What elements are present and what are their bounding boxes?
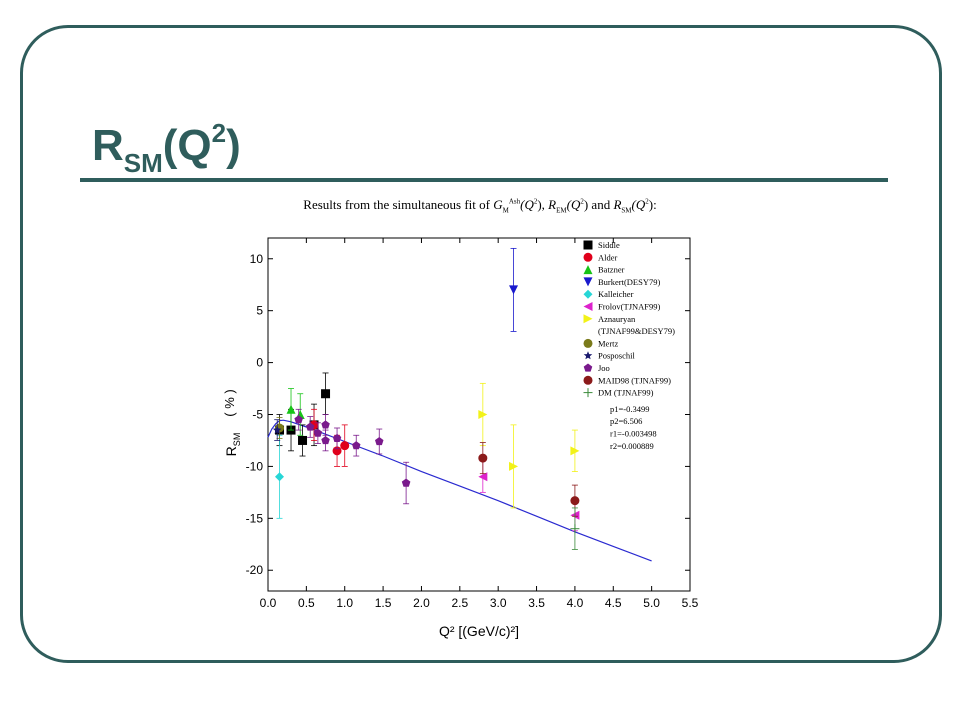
legend-label: Aznauryan xyxy=(598,314,636,324)
legend-label: DM (TJNAF99) xyxy=(598,388,654,398)
x-tick-label: 4.0 xyxy=(567,596,584,610)
data-point xyxy=(570,524,580,534)
data-point xyxy=(332,433,342,442)
legend-label: Joo xyxy=(598,363,610,373)
legend-label: Alder xyxy=(598,252,618,262)
legend-marker xyxy=(583,265,593,275)
chart-caption: Results from the simultaneous fit of GMA… xyxy=(303,197,657,215)
x-tick-label: 2.0 xyxy=(413,596,430,610)
data-point xyxy=(272,425,282,434)
x-tick-label: 0.5 xyxy=(298,596,315,610)
data-point xyxy=(286,404,296,414)
series-burkert-desy79- xyxy=(509,247,519,332)
legend-label: Posposchil xyxy=(598,351,635,361)
legend-marker xyxy=(583,338,593,348)
slide-frame xyxy=(20,25,942,663)
legend-label: Batzner xyxy=(598,265,625,275)
x-tick-label: 3.0 xyxy=(490,596,507,610)
data-point xyxy=(509,461,519,471)
x-tick-label: 0.0 xyxy=(260,596,277,610)
y-axis-unit-text: ( % ) xyxy=(222,389,237,416)
title-underline xyxy=(80,178,888,182)
legend-marker xyxy=(583,252,593,262)
data-point xyxy=(352,441,361,450)
legend-marker xyxy=(583,302,593,311)
legend-marker xyxy=(583,363,593,372)
legend-label: Kalleicher xyxy=(598,289,634,299)
legend-label: Mertz xyxy=(598,338,619,348)
x-tick-label: 5.5 xyxy=(682,596,699,610)
data-point xyxy=(305,422,315,431)
rsm-scatter-chart: 0.0 0.5 1.0 1.5 2.0 2.5 3.0 3.5 4.0 4.5 5.0 5.5 10 5 0… xyxy=(222,237,699,639)
fit-parameter: r1=-0.003498 xyxy=(610,429,657,439)
data-point xyxy=(478,453,488,463)
fit-parameter: r2=0.000889 xyxy=(610,441,654,451)
y-axis-label: RSM xyxy=(223,433,242,457)
x-tick-label: 4.5 xyxy=(605,596,622,610)
legend-marker xyxy=(583,351,593,360)
series-frolov-tjnaf99- xyxy=(478,460,580,532)
y-tick-label: -10 xyxy=(246,459,264,473)
data-point xyxy=(294,415,303,424)
y-tick-label: 0 xyxy=(256,356,263,370)
y-axis-label-text: RSM xyxy=(223,433,242,457)
data-point xyxy=(321,389,331,399)
data-point xyxy=(321,420,330,429)
series-kalleicher xyxy=(275,434,285,519)
y-tick-label: 5 xyxy=(256,304,263,318)
legend-marker xyxy=(583,277,593,287)
series-joo xyxy=(294,408,411,505)
data-point xyxy=(375,437,384,446)
y-tick-label: -15 xyxy=(246,511,264,525)
data-point xyxy=(313,428,323,437)
x-tick-label: 1.0 xyxy=(336,596,353,610)
legend-label: Siddle xyxy=(598,240,620,250)
y-tick-label: 10 xyxy=(250,252,264,266)
legend-label: (TJNAF99&DESY79) xyxy=(598,326,675,336)
series-maid98-tjnaf99- xyxy=(478,442,580,517)
series-aznauryan-tjnaf99-desy79- xyxy=(478,382,580,509)
data-point xyxy=(570,496,580,506)
y-tick-label: -20 xyxy=(246,563,264,577)
legend-label: MAID98 (TJNAF99) xyxy=(598,375,671,385)
series-siddle xyxy=(275,372,331,457)
x-tick-label: 3.5 xyxy=(528,596,545,610)
legend-marker xyxy=(583,375,593,385)
legend-label: Frolov(TJNAF99) xyxy=(598,302,661,312)
series-posposchil xyxy=(272,419,282,441)
series-dm-tjnaf99- xyxy=(570,507,580,550)
series-batzner xyxy=(286,388,305,436)
legend-marker xyxy=(583,240,593,250)
legend-marker xyxy=(583,388,593,398)
x-tick-label: 2.5 xyxy=(451,596,468,610)
fit-parameter: p2=6.506 xyxy=(610,416,642,426)
fit-parameter: p1=-0.3499 xyxy=(610,404,650,414)
x-tick-label: 5.0 xyxy=(643,596,660,610)
data-point xyxy=(570,446,580,456)
data-point xyxy=(401,478,411,487)
legend-label: Burkert(DESY79) xyxy=(598,277,660,287)
x-tick-label: 1.5 xyxy=(375,596,392,610)
y-axis-unit: ( % ) xyxy=(222,389,237,416)
series-alder xyxy=(309,408,350,467)
data-point xyxy=(478,410,488,419)
data-point xyxy=(340,441,350,451)
data-point xyxy=(275,472,285,482)
y-tick-label: -5 xyxy=(252,408,263,422)
legend-marker xyxy=(583,314,593,324)
data-point xyxy=(478,472,488,482)
data-point xyxy=(509,285,519,295)
slide-title: RSM(Q2) xyxy=(92,118,241,178)
data-point xyxy=(298,435,308,445)
x-axis-label: Q² [(GeV/c)²] xyxy=(439,623,519,639)
legend-marker xyxy=(583,289,593,299)
data-point xyxy=(321,436,330,445)
